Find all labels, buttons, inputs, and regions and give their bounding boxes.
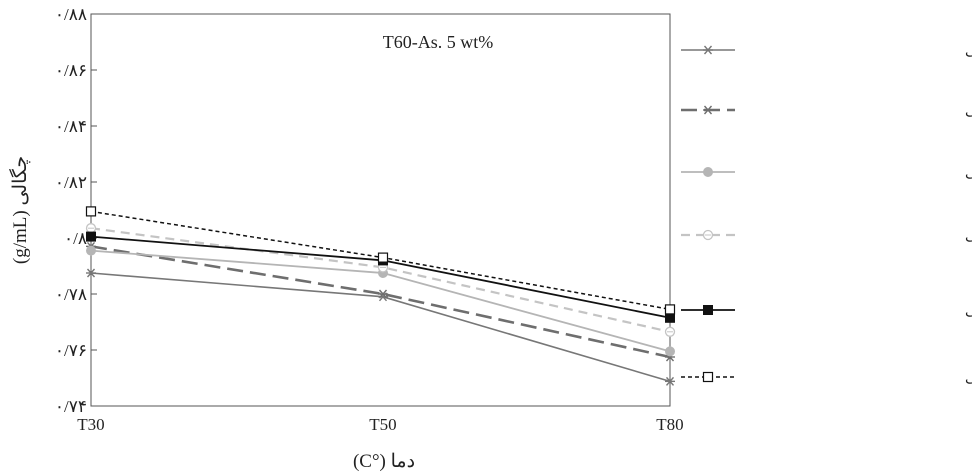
data-point bbox=[664, 326, 676, 337]
chart-annotation: T60-As. 5 wt% bbox=[383, 32, 494, 52]
data-point bbox=[85, 223, 97, 234]
legend-item: فشار= bar ۱۰- آزمایشگاهی bbox=[681, 42, 972, 59]
data-point bbox=[86, 231, 96, 242]
data-point bbox=[703, 305, 713, 315]
legend: فشار= bar ۱۰- آزمایشگاهی فشار= bar ۱۰- را… bbox=[681, 42, 972, 386]
data-point bbox=[665, 312, 675, 323]
data-point bbox=[665, 376, 675, 386]
data-point bbox=[377, 252, 389, 263]
series-6 bbox=[85, 206, 676, 315]
x-tick-label: T80 bbox=[656, 415, 683, 434]
data-point bbox=[85, 206, 97, 217]
y-tick-label: ۰/۷۶ bbox=[55, 341, 87, 360]
y-tick-label: ۰/۷۸ bbox=[55, 285, 87, 304]
y-axis: ۰/۷۴ ۰/۷۶ ۰/۷۸ ۰/۸ ۰/۸۲ ۰/۸۴ ۰/۸۶ ۰/۸۸ bbox=[55, 5, 97, 416]
x-tick-label: T50 bbox=[369, 415, 396, 434]
data-point bbox=[703, 105, 713, 115]
data-point bbox=[703, 167, 713, 177]
legend-item: فشار= bar ۱۳۰- رابطه تجربی bbox=[681, 370, 972, 386]
series-layer bbox=[85, 206, 676, 386]
plot-frame bbox=[90, 13, 671, 407]
data-point bbox=[665, 346, 675, 357]
y-tick-label: ۰/۸ bbox=[64, 229, 87, 248]
legend-label: فشار= bar ۷۰- آزمایشگاهی bbox=[965, 164, 972, 181]
data-point bbox=[702, 371, 714, 383]
legend-label: فشار= bar ۱۰- رابطه تجربی bbox=[965, 103, 972, 119]
data-point bbox=[664, 304, 676, 315]
x-axis: T30 T50 T80 bbox=[77, 415, 683, 434]
x-tick-label: T30 bbox=[77, 415, 104, 434]
y-tick-label: ۰/۷۴ bbox=[55, 397, 87, 416]
legend-item: فشار= bar ۷۰- آزمایشگاهی bbox=[681, 164, 972, 181]
data-point bbox=[703, 45, 713, 55]
legend-label: فشار= bar ۷۰- رابطه تجربی bbox=[965, 228, 972, 244]
series-line bbox=[90, 227, 671, 333]
series-line bbox=[90, 245, 671, 359]
legend-item: فشار= bar ۱۳۰- آزمایشگاهی bbox=[681, 302, 972, 319]
data-point bbox=[702, 229, 714, 241]
y-tick-label: ۰/۸۶ bbox=[55, 61, 87, 80]
y-axis-title: چگالی (g/mL) bbox=[8, 156, 31, 264]
data-point bbox=[378, 289, 388, 299]
legend-item: فشار= bar ۱۰- رابطه تجربی bbox=[681, 103, 972, 119]
y-tick-label: ۰/۸۸ bbox=[55, 5, 87, 24]
data-point bbox=[86, 268, 96, 278]
legend-item: فشار= bar ۷۰- رابطه تجربی bbox=[681, 228, 972, 244]
y-tick-label: ۰/۸۴ bbox=[55, 117, 87, 136]
x-axis-title: دما (°C) bbox=[353, 451, 415, 472]
legend-label: فشار= bar ۱۳۰- رابطه تجربی bbox=[965, 370, 972, 386]
legend-label: فشار= bar ۱۳۰- آزمایشگاهی bbox=[965, 302, 972, 319]
legend-label: فشار= bar ۱۰- آزمایشگاهی bbox=[965, 42, 972, 59]
y-tick-label: ۰/۸۲ bbox=[55, 173, 87, 192]
series-1 bbox=[86, 268, 675, 386]
data-point bbox=[86, 245, 96, 256]
